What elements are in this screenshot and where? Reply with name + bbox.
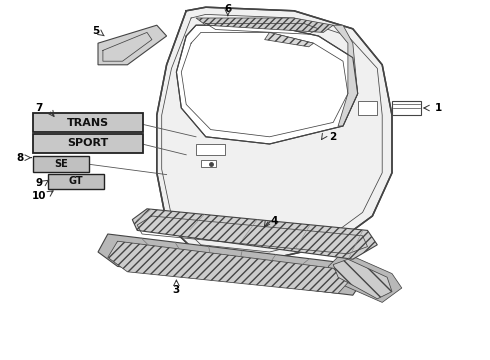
- Text: 2: 2: [330, 132, 337, 142]
- Text: 1: 1: [435, 103, 442, 113]
- Polygon shape: [201, 160, 216, 167]
- Polygon shape: [333, 25, 358, 126]
- Text: 6: 6: [224, 4, 231, 14]
- Polygon shape: [196, 144, 225, 155]
- Polygon shape: [196, 18, 333, 32]
- Text: 9: 9: [36, 178, 43, 188]
- Polygon shape: [157, 7, 392, 259]
- Polygon shape: [98, 25, 167, 65]
- Polygon shape: [176, 25, 358, 144]
- FancyBboxPatch shape: [33, 156, 89, 172]
- Text: GT: GT: [69, 176, 83, 186]
- FancyBboxPatch shape: [33, 134, 143, 153]
- Text: SPORT: SPORT: [68, 138, 109, 148]
- Polygon shape: [108, 241, 348, 293]
- Text: 3: 3: [173, 285, 180, 295]
- FancyBboxPatch shape: [48, 174, 104, 189]
- Polygon shape: [392, 101, 421, 115]
- FancyBboxPatch shape: [33, 113, 143, 132]
- Polygon shape: [333, 259, 392, 299]
- Text: 7: 7: [35, 103, 43, 113]
- Text: 8: 8: [16, 153, 23, 163]
- Polygon shape: [98, 234, 363, 295]
- Text: 10: 10: [32, 191, 47, 201]
- Polygon shape: [132, 209, 377, 259]
- Polygon shape: [265, 32, 314, 47]
- Text: 5: 5: [92, 26, 99, 36]
- Polygon shape: [328, 252, 402, 302]
- Polygon shape: [358, 101, 377, 115]
- Text: SE: SE: [54, 159, 68, 169]
- Text: TRANS: TRANS: [67, 118, 109, 128]
- Text: 4: 4: [270, 216, 278, 226]
